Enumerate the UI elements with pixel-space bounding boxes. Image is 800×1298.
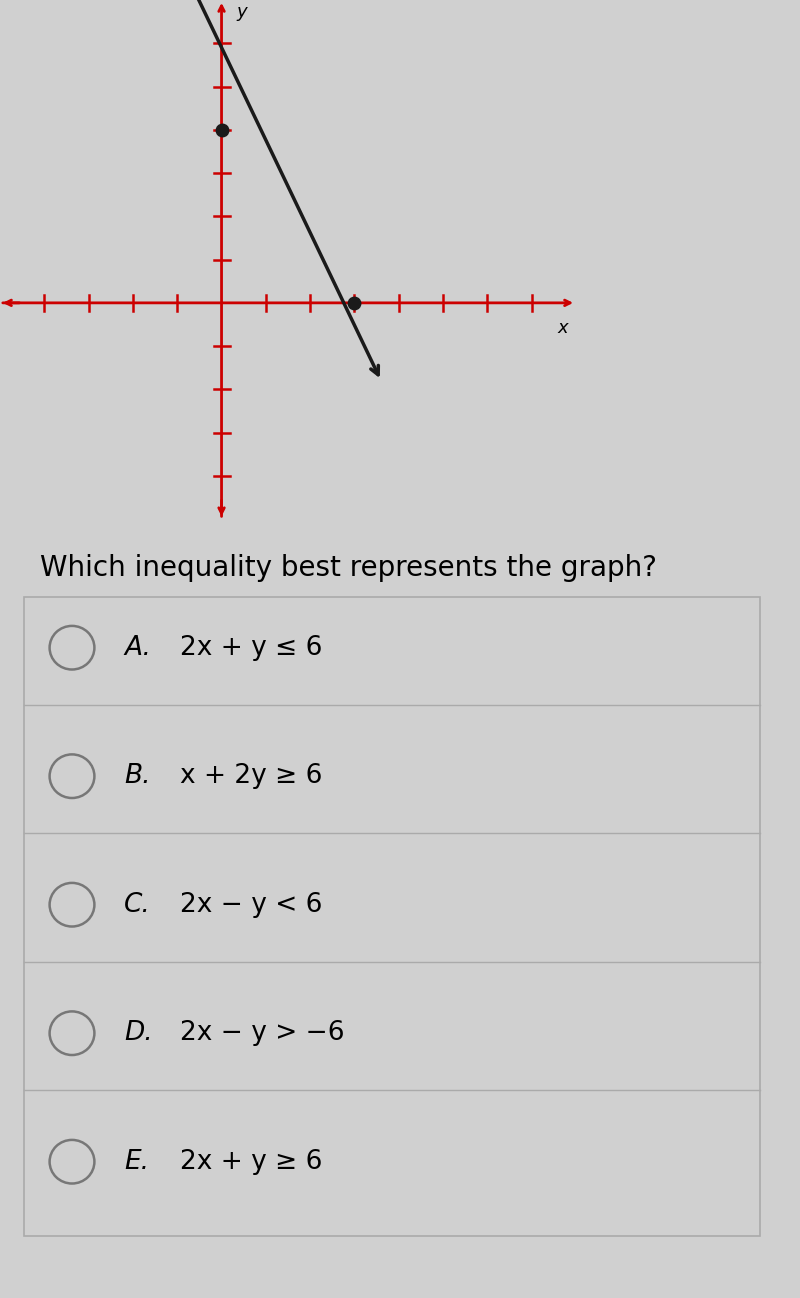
Text: 2x + y ≥ 6: 2x + y ≥ 6 [180,1149,322,1175]
Text: 2x − y < 6: 2x − y < 6 [180,892,322,918]
Text: 2x + y ≤ 6: 2x + y ≤ 6 [180,635,322,661]
Text: E.: E. [124,1149,149,1175]
Text: Which inequality best represents the graph?: Which inequality best represents the gra… [40,554,657,583]
Text: y: y [236,4,246,21]
Text: x + 2y ≥ 6: x + 2y ≥ 6 [180,763,322,789]
Text: D.: D. [124,1020,153,1046]
Text: C.: C. [124,892,150,918]
Text: 2x − y > −6: 2x − y > −6 [180,1020,345,1046]
Text: x: x [558,319,568,337]
Text: B.: B. [124,763,150,789]
Text: A.: A. [124,635,151,661]
